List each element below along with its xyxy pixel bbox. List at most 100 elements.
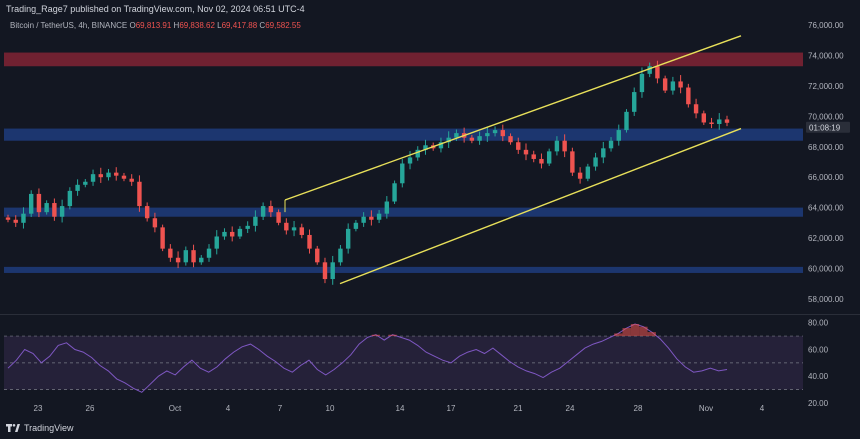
rsi-overbought-fill — [622, 328, 631, 337]
date-tick-label: 7 — [278, 404, 283, 413]
price-tick-label: 68,000.00 — [808, 143, 844, 152]
candle-body — [144, 206, 150, 219]
candle-body — [206, 248, 212, 258]
candle-body — [546, 151, 552, 164]
date-tick-label: 23 — [34, 404, 43, 413]
candle-body — [392, 183, 397, 202]
candle-body — [709, 122, 714, 124]
zone-support-low — [4, 266, 803, 273]
zone-resistance — [4, 52, 803, 67]
price-tick-label: 64,000.00 — [808, 204, 844, 213]
candle-body — [469, 137, 475, 141]
candle-body — [291, 227, 297, 231]
candle-body — [562, 140, 567, 152]
date-tick-label: Oct — [169, 404, 182, 413]
candle-body — [400, 163, 405, 184]
price-tick-label: 60,000.00 — [808, 264, 844, 273]
candle-body — [717, 119, 722, 124]
rsi-overbought-fill — [371, 334, 381, 337]
high-value: 69,838.62 — [179, 21, 215, 30]
candle-body — [500, 130, 505, 137]
candle-body — [608, 140, 614, 149]
candle-body — [21, 213, 26, 223]
price-tick-label: 62,000.00 — [808, 234, 844, 243]
candle-body — [353, 222, 359, 229]
candle-body — [407, 157, 413, 164]
brand-name: TradingView — [24, 423, 74, 433]
candle-body — [106, 172, 111, 178]
date-tick-label: 28 — [634, 404, 643, 413]
candle-body — [369, 216, 374, 220]
rsi-overbought-fill — [614, 333, 623, 337]
symbol-legend: Bitcoin / TetherUS, 4h, BINANCE O69,813.… — [10, 21, 301, 30]
candle-body — [214, 236, 219, 249]
candle-body — [338, 248, 343, 263]
rsi-overbought-fill — [388, 334, 397, 337]
candle-body — [322, 262, 328, 280]
date-tick-label: Nov — [699, 404, 713, 413]
candle-body — [508, 136, 513, 143]
price-tick-label: 58,000.00 — [808, 295, 844, 304]
rsi-overbought-fill — [630, 324, 640, 337]
candle-body — [160, 227, 165, 249]
candle-body — [90, 174, 96, 182]
high-label: H — [173, 21, 180, 30]
candle-body — [662, 78, 668, 91]
symbol-name[interactable]: Bitcoin / TetherUS, 4h, BINANCE — [10, 21, 128, 30]
candle-body — [75, 184, 80, 191]
zone-support-upper — [4, 128, 803, 141]
candle-body — [624, 111, 629, 131]
date-tick-label: 14 — [396, 404, 405, 413]
candle-body — [299, 227, 304, 235]
candle-body — [361, 216, 366, 223]
candle-body — [5, 217, 11, 220]
rsi-tick-label: 60.00 — [808, 345, 829, 354]
candle-body — [701, 113, 707, 123]
rsi-overbought-fill — [647, 332, 656, 337]
candle-body — [485, 133, 490, 137]
current-price-tag — [806, 121, 850, 133]
candle-body — [98, 174, 103, 178]
price-tick-label: 66,000.00 — [808, 173, 844, 182]
candle-body — [438, 142, 444, 149]
candle-body — [516, 142, 521, 150]
tradingview-brand[interactable]: TradingView — [6, 423, 74, 433]
candle-body — [523, 149, 529, 155]
date-tick-label: 17 — [447, 404, 456, 413]
candle-body — [284, 222, 289, 231]
open-label: O — [129, 21, 136, 30]
candle-body — [376, 213, 382, 220]
rsi-line — [7, 323, 728, 393]
candle-body — [183, 250, 189, 263]
candle-body — [44, 203, 49, 213]
candle-body — [121, 175, 127, 179]
candle-body — [531, 154, 536, 159]
candle-body — [245, 225, 250, 229]
candle-body — [83, 181, 88, 185]
candle-body — [423, 145, 428, 150]
candle-body — [639, 73, 645, 93]
candle-body — [446, 137, 451, 143]
candle-body — [13, 219, 18, 223]
candle-body — [577, 172, 583, 179]
candle-body — [686, 87, 691, 105]
tradingview-logo-icon — [6, 424, 20, 432]
close-label: C — [259, 21, 266, 30]
rsi-tick-label: 40.00 — [808, 372, 829, 381]
close-value: 69,582.55 — [265, 21, 301, 30]
countdown-label: 01:08:19 — [809, 123, 841, 132]
candle-body — [539, 158, 544, 164]
date-tick-label: 26 — [86, 404, 95, 413]
rsi-overbought-fill — [639, 326, 648, 337]
date-tick-label: 4 — [226, 404, 231, 413]
candle-body — [114, 172, 119, 176]
candle-body — [492, 130, 498, 134]
candle-body — [253, 216, 258, 226]
date-tick-label: 4 — [760, 404, 765, 413]
candle-body — [222, 231, 227, 237]
candle-body — [230, 231, 235, 237]
candle-body — [129, 178, 134, 182]
candle-body — [276, 212, 281, 223]
